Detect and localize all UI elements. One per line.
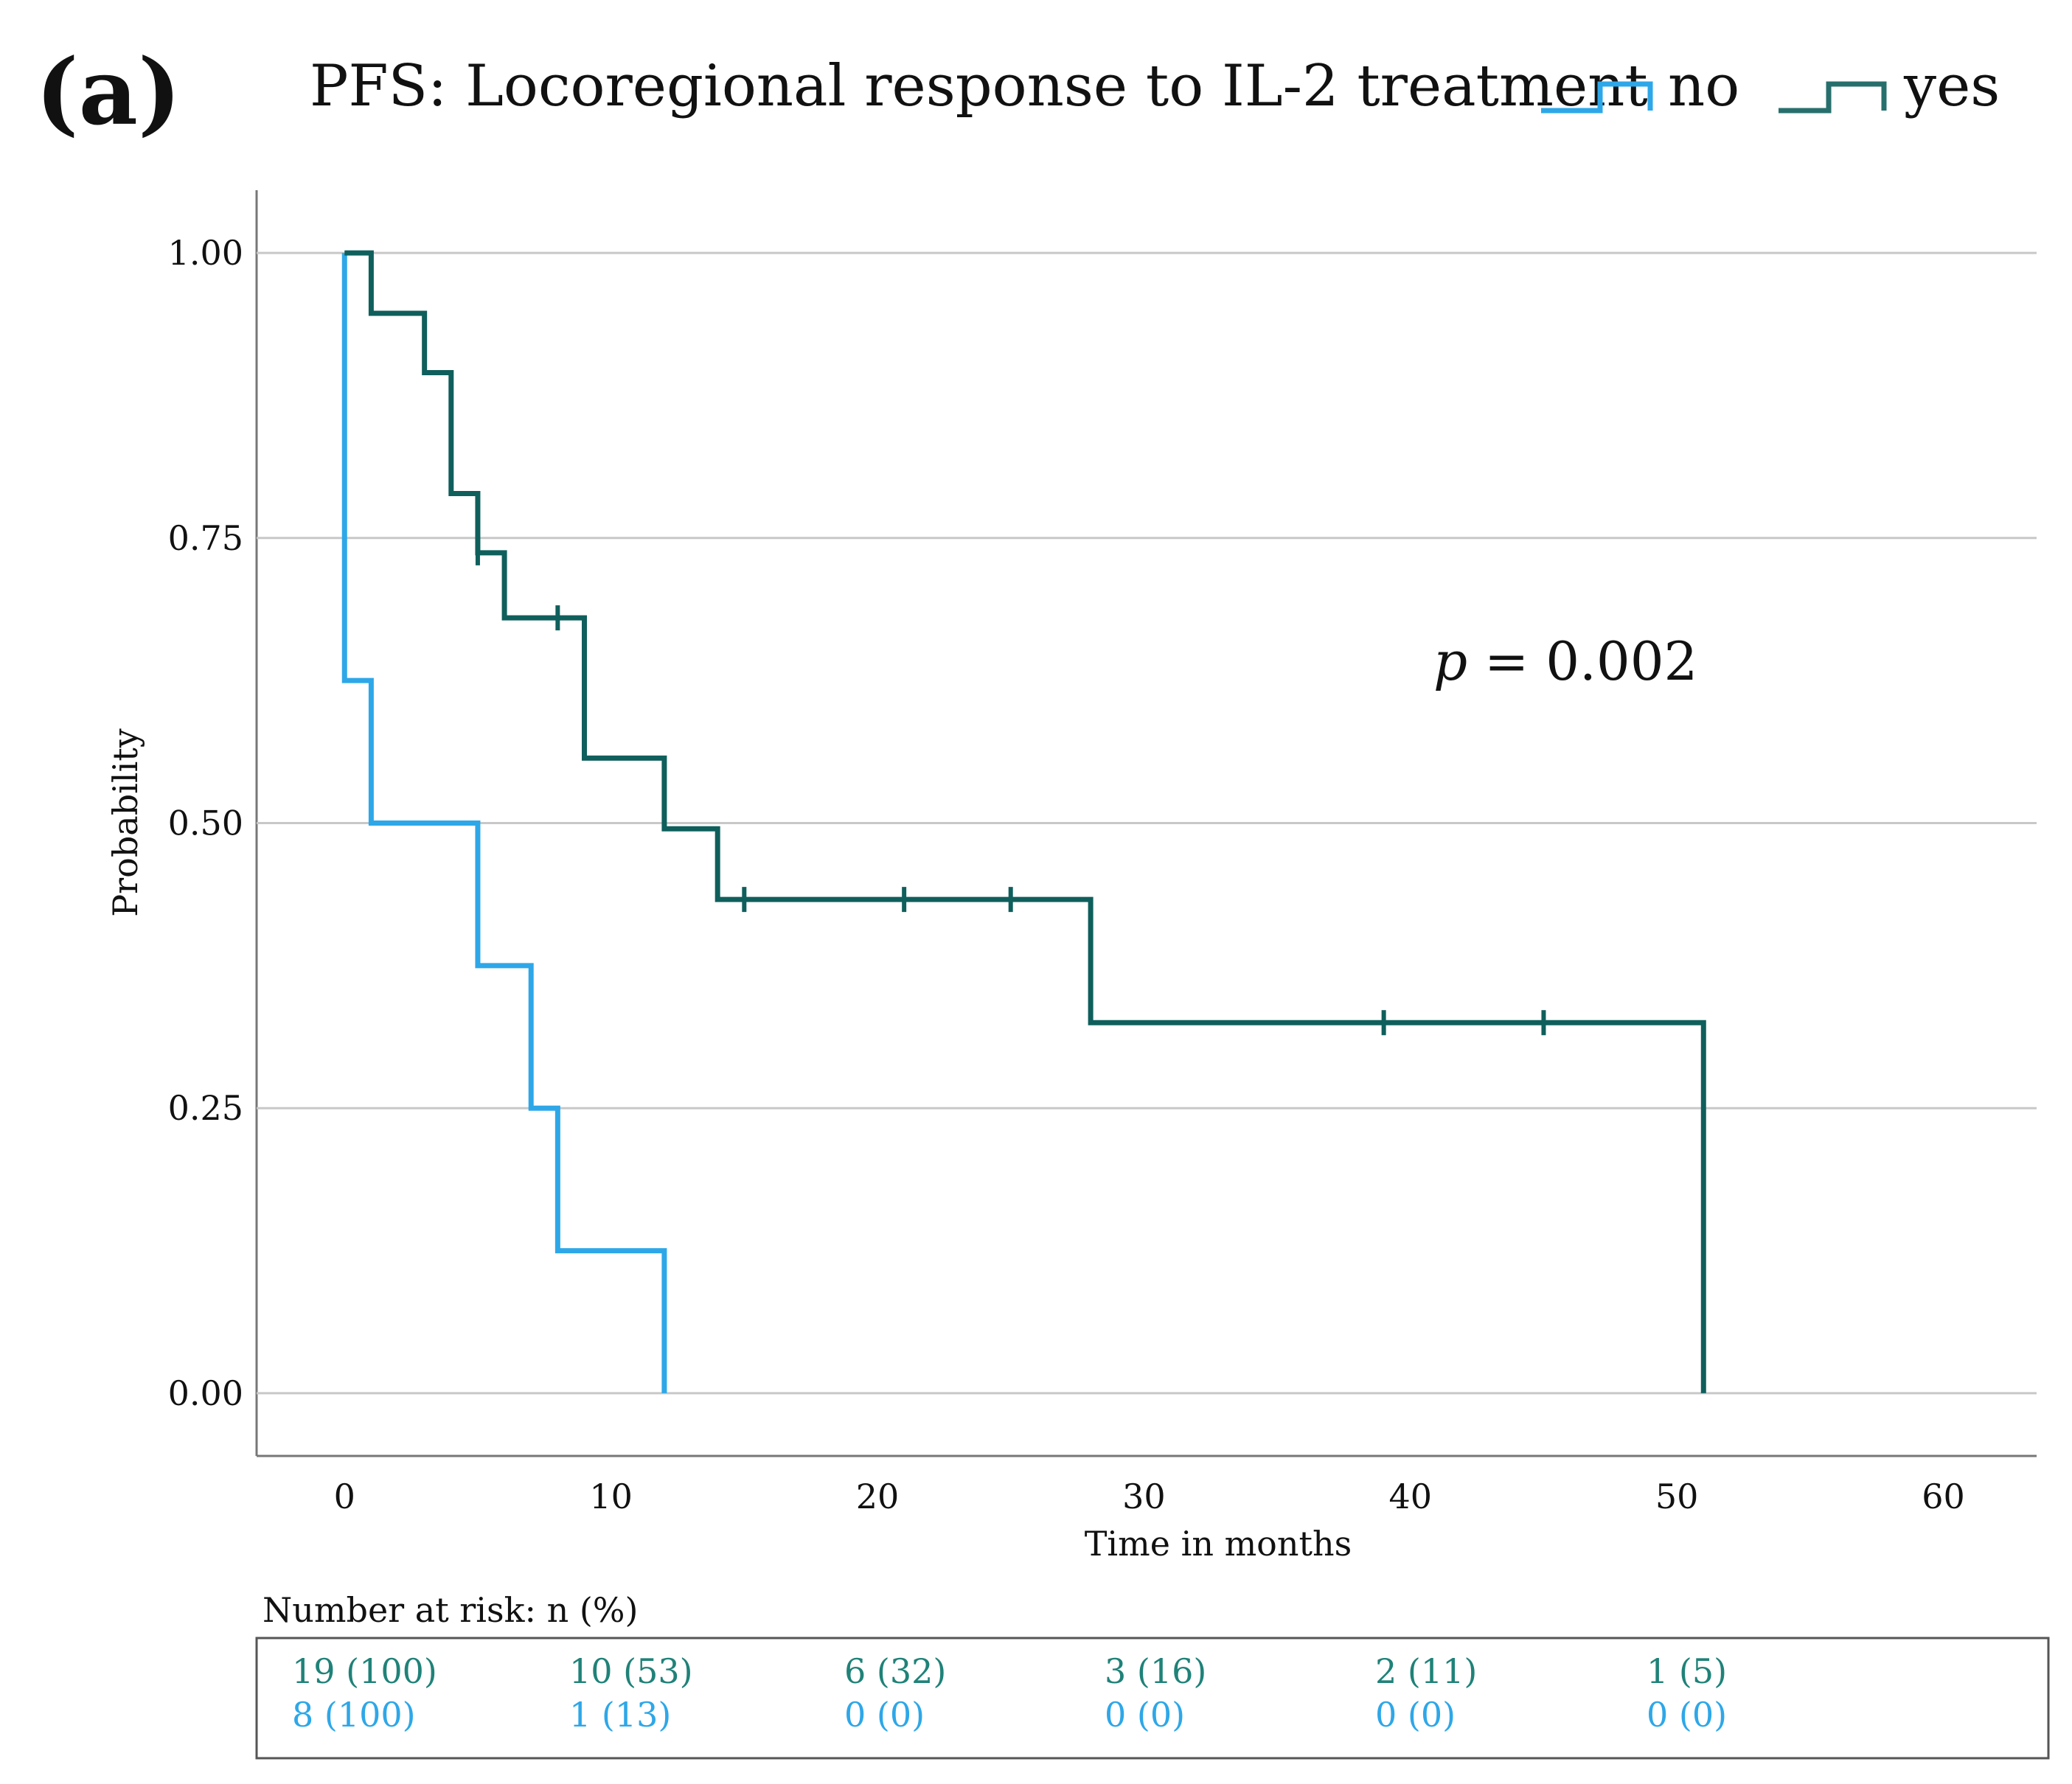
- legend: PFS: Locoregional response to IL-2 treat…: [310, 53, 2000, 119]
- risk-cell-no: 0 (0): [1105, 1695, 1185, 1735]
- km-curve-yes: [344, 250, 1706, 1393]
- y-ticks: 0.00 0.25 0.50 0.75 1.00: [168, 233, 243, 1413]
- y-tick-label: 1.00: [168, 233, 243, 273]
- risk-cell-no: 0 (0): [844, 1695, 925, 1735]
- risk-cell-no: 1 (13): [569, 1695, 671, 1735]
- risk-cell-no: 8 (100): [292, 1695, 416, 1735]
- p-symbol: p: [1433, 630, 1467, 692]
- panel-label: (a): [35, 39, 181, 146]
- x-tick-label: 0: [334, 1477, 355, 1516]
- p-value: = 0.002: [1467, 630, 1697, 692]
- risk-table-title: Number at risk: n (%): [263, 1590, 638, 1630]
- risk-cell-no: 0 (0): [1375, 1695, 1456, 1735]
- risk-cell-yes: 2 (11): [1375, 1651, 1477, 1691]
- x-tick-label: 60: [1922, 1477, 1965, 1516]
- x-tick-label: 40: [1388, 1477, 1432, 1516]
- risk-cell-yes: 1 (5): [1647, 1651, 1727, 1691]
- y-axis-label: Probability: [105, 728, 145, 917]
- x-tick-label: 30: [1122, 1477, 1166, 1516]
- p-value-annotation: p = 0.002: [1433, 630, 1697, 692]
- legend-yes-swatch: [1779, 81, 1887, 114]
- km-curve-no: [341, 253, 667, 1393]
- risk-cell-yes: 10 (53): [569, 1651, 693, 1691]
- y-tick-label: 0.25: [168, 1088, 243, 1128]
- y-tick-label: 0.75: [168, 518, 243, 558]
- survival-curves: [341, 250, 1706, 1393]
- y-tick-label: 0.50: [168, 804, 243, 843]
- legend-title: PFS: Locoregional response to IL-2 treat…: [310, 53, 1648, 119]
- legend-no-label: no: [1668, 53, 1739, 119]
- x-tick-label: 50: [1655, 1477, 1699, 1516]
- risk-cell-yes: 6 (32): [844, 1651, 946, 1691]
- risk-table-box: [255, 1637, 2050, 1760]
- x-axis-label: Time in months: [1085, 1524, 1352, 1564]
- legend-no-swatch: [1541, 81, 1653, 114]
- risk-table-rows: 19 (100) 10 (53) 6 (32) 3 (16) 2 (11) 1 (5) 8 …: [292, 1651, 1727, 1735]
- risk-cell-yes: 3 (16): [1105, 1651, 1206, 1691]
- risk-cell-yes: 19 (100): [292, 1651, 437, 1691]
- risk-cell-no: 0 (0): [1647, 1695, 1727, 1735]
- legend-yes-label: yes: [1903, 53, 2000, 119]
- x-tick-label: 20: [856, 1477, 900, 1516]
- x-tick-label: 10: [589, 1477, 633, 1516]
- x-ticks: 0 10 20 30 40 50 60: [334, 1477, 1965, 1516]
- gridlines: [257, 251, 2037, 1395]
- y-tick-label: 0.00: [168, 1373, 243, 1413]
